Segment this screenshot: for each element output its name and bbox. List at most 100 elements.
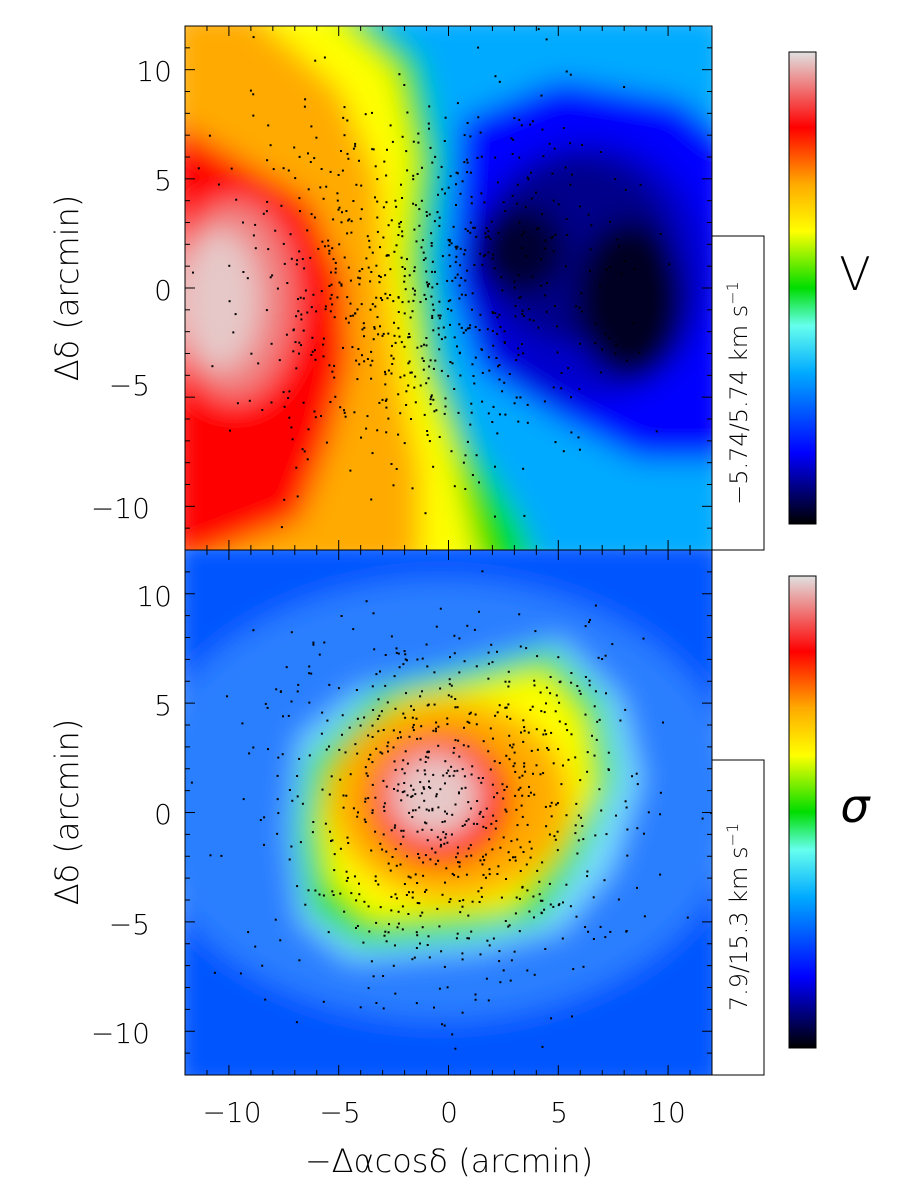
- star-dot: [417, 132, 420, 135]
- star-dot: [516, 824, 519, 827]
- star-dot: [570, 396, 572, 399]
- star-dot: [624, 188, 627, 191]
- star-dot: [408, 274, 411, 277]
- star-dot: [345, 879, 348, 882]
- star-dot: [594, 322, 597, 325]
- star-dot: [298, 757, 301, 760]
- star-dot: [519, 870, 522, 872]
- star-dot: [461, 825, 464, 827]
- star-dot: [403, 442, 406, 445]
- star-dot: [401, 928, 404, 931]
- star-dot: [514, 912, 517, 915]
- star-dot: [541, 861, 544, 864]
- star-dot: [435, 727, 437, 730]
- star-dot: [190, 781, 193, 784]
- star-dot: [428, 213, 431, 216]
- star-dot: [539, 899, 542, 902]
- star-dot: [496, 332, 499, 335]
- star-dot: [349, 773, 352, 776]
- star-dot: [478, 901, 481, 903]
- star-dot: [517, 788, 520, 791]
- star-dot: [426, 434, 429, 436]
- star-dot: [358, 283, 361, 286]
- star-dot: [498, 364, 501, 366]
- star-dot: [467, 847, 470, 850]
- star-dot: [282, 167, 285, 170]
- star-dot: [306, 458, 309, 461]
- star-dot: [454, 1047, 457, 1050]
- star-dot: [252, 746, 255, 749]
- star-dot: [389, 869, 392, 872]
- star-dot: [470, 195, 473, 198]
- star-dot: [593, 754, 596, 757]
- star-dot: [474, 326, 477, 328]
- star-dot: [369, 364, 372, 367]
- star-dot: [328, 683, 331, 686]
- star-dot: [387, 224, 390, 227]
- star-dot: [520, 234, 523, 237]
- star-dot: [487, 235, 490, 238]
- star-dot: [341, 211, 343, 214]
- star-dot: [402, 835, 405, 838]
- star-dot: [435, 730, 437, 733]
- star-dot: [605, 268, 608, 271]
- star-dot: [400, 799, 403, 802]
- star-dot: [549, 805, 552, 808]
- star-dot: [519, 645, 522, 648]
- star-dot: [398, 225, 401, 228]
- star-dot: [546, 747, 549, 749]
- star-dot: [257, 362, 260, 365]
- star-dot: [462, 331, 465, 334]
- star-dot: [441, 188, 444, 191]
- star-dot: [429, 858, 432, 861]
- star-dot: [487, 356, 490, 359]
- star-dot: [412, 729, 415, 732]
- star-dot: [392, 746, 395, 749]
- star-dot: [356, 378, 359, 381]
- star-dot: [381, 299, 384, 301]
- star-dot: [507, 670, 510, 673]
- star-dot: [411, 487, 414, 490]
- star-dot: [636, 827, 639, 830]
- star-dot: [461, 958, 464, 961]
- star-dot: [276, 832, 279, 835]
- star-dot: [481, 777, 484, 779]
- star-dot: [382, 833, 385, 836]
- star-dot: [412, 708, 415, 711]
- star-dot: [423, 799, 426, 802]
- star-dot: [392, 964, 395, 967]
- star-dot: [397, 910, 400, 913]
- star-dot: [478, 481, 480, 484]
- star-dot: [366, 415, 369, 418]
- star-dot: [459, 374, 462, 377]
- star-dot: [537, 326, 540, 329]
- star-dot: [520, 124, 523, 127]
- star-dot: [472, 822, 475, 825]
- star-dot: [267, 124, 270, 127]
- star-dot: [460, 293, 463, 296]
- star-dot: [490, 643, 493, 646]
- star-dot: [461, 768, 464, 771]
- star-dot: [464, 329, 467, 332]
- star-dot: [609, 265, 611, 268]
- star-dot: [529, 856, 532, 859]
- dispersion-colorbar: [788, 575, 817, 1049]
- star-dot: [405, 404, 408, 406]
- star-dot: [406, 659, 408, 662]
- star-dot: [277, 756, 280, 759]
- star-dot: [314, 358, 317, 361]
- star-dot: [493, 267, 496, 270]
- star-dot: [407, 913, 410, 915]
- star-dot: [441, 255, 444, 258]
- star-dot: [374, 165, 377, 168]
- star-dot: [522, 467, 525, 470]
- star-dot: [367, 266, 370, 269]
- star-dot: [375, 1002, 378, 1004]
- star-dot: [296, 690, 299, 693]
- star-dot: [390, 895, 393, 898]
- star-dot: [343, 106, 346, 109]
- star-dot: [499, 846, 502, 849]
- star-dot: [482, 855, 484, 858]
- star-dot: [372, 975, 375, 978]
- star-dot: [407, 300, 410, 303]
